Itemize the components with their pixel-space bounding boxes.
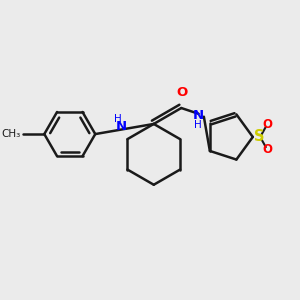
Text: S: S	[254, 130, 264, 145]
Text: H: H	[114, 114, 122, 124]
Text: O: O	[176, 86, 188, 99]
Text: O: O	[263, 118, 273, 131]
Text: N: N	[116, 120, 127, 133]
Text: O: O	[263, 142, 273, 156]
Text: CH₃: CH₃	[1, 129, 21, 139]
Text: H: H	[194, 119, 202, 130]
Text: N: N	[193, 109, 204, 122]
